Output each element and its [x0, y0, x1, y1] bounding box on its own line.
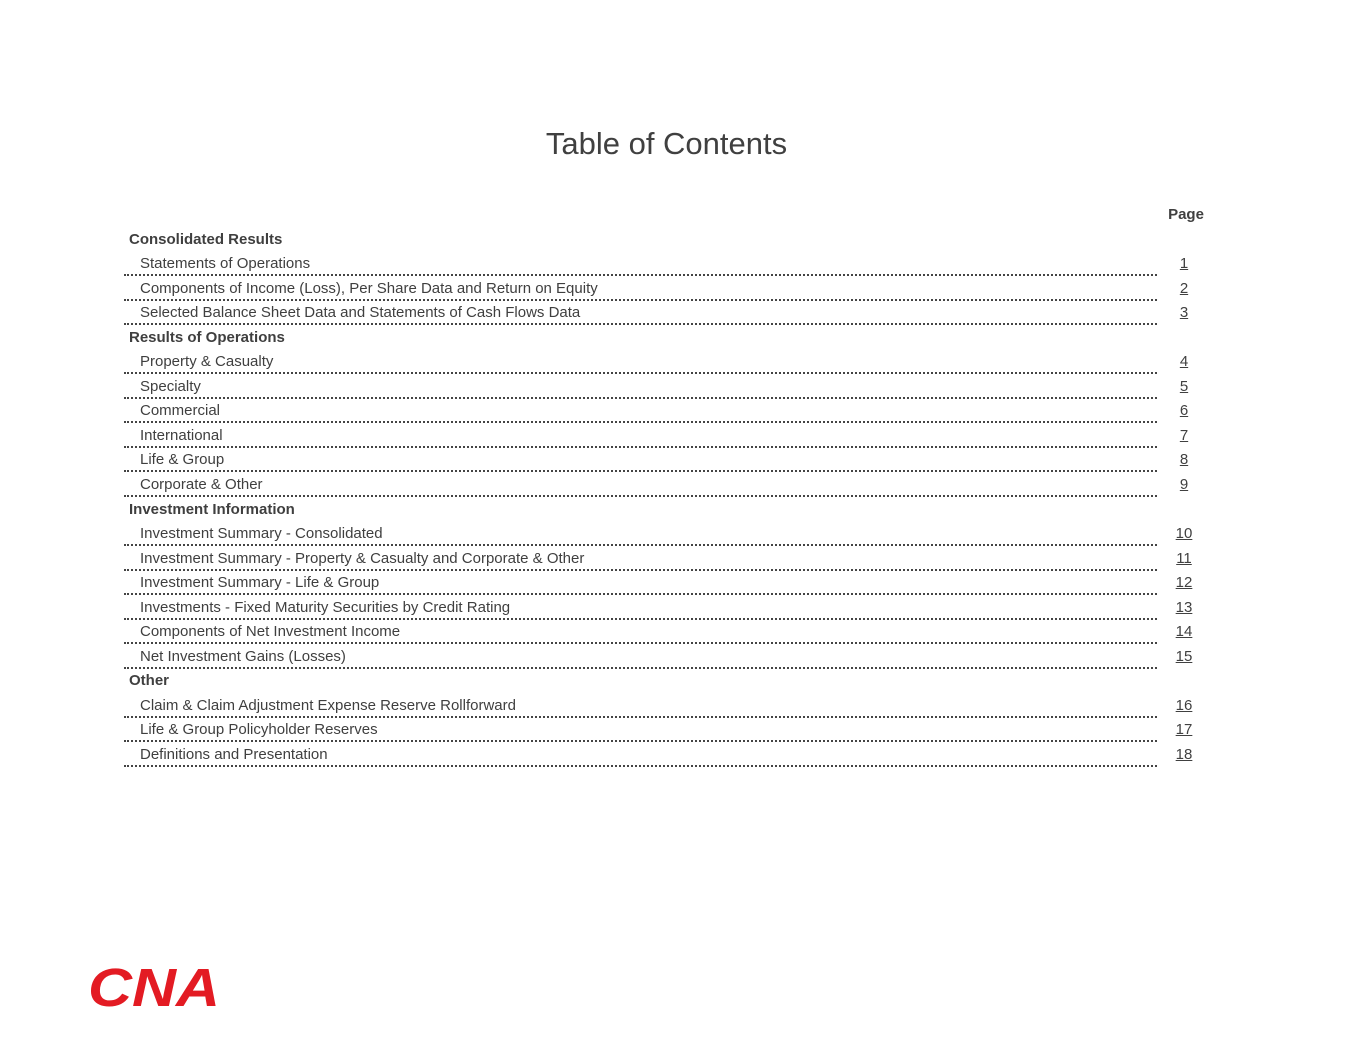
page-link[interactable]: 3 [1179, 304, 1189, 322]
dotted-leader [124, 666, 1157, 669]
page-link[interactable]: 8 [1179, 451, 1189, 469]
page-link[interactable]: 9 [1179, 476, 1189, 494]
entry-label: Specialty [140, 377, 201, 395]
dotted-leader [124, 544, 1157, 547]
entry-label: Statements of Operations [140, 255, 311, 273]
dotted-leader [124, 740, 1157, 743]
section-title: Investment Information [129, 500, 295, 518]
entry-label: Definitions and Presentation [140, 746, 328, 764]
entry-label: Commercial [140, 402, 221, 420]
entry-label: Components of Net Investment Income [140, 623, 401, 641]
toc-entry: Statements of Operations 1 [124, 252, 1214, 277]
entry-label: Life & Group [140, 451, 225, 469]
dotted-leader [124, 495, 1157, 498]
dotted-leader [124, 421, 1157, 424]
dotted-leader [124, 715, 1157, 718]
page-link[interactable]: 11 [1176, 549, 1192, 567]
entry-label: Components of Income (Loss), Per Share D… [140, 279, 598, 297]
page-link[interactable]: 14 [1175, 623, 1193, 641]
dotted-leader [124, 372, 1157, 375]
toc-entry: Corporate & Other 9 [124, 472, 1214, 498]
section-header: Investment Information [124, 497, 1214, 522]
dotted-leader [124, 617, 1157, 620]
entry-label: Investment Summary - Consolidated [140, 525, 383, 543]
entry-label: Life & Group Policyholder Reserves [140, 721, 378, 739]
toc-entry: Investments - Fixed Maturity Securities … [124, 595, 1214, 620]
dotted-leader [124, 593, 1157, 596]
cna-logo: CNA [86, 958, 226, 1018]
toc-entry: Definitions and Presentation 18 [124, 742, 1214, 768]
page-link[interactable]: 1 [1179, 255, 1189, 273]
toc-entry: Investment Summary - Property & Casualty… [124, 546, 1214, 571]
section-header: Other [124, 669, 1214, 694]
toc-entry: Investment Summary - Life & Group 12 [124, 571, 1214, 596]
page-link[interactable]: 12 [1175, 574, 1193, 592]
page-title: Table of Contents [545, 126, 788, 161]
dotted-leader [124, 445, 1157, 448]
toc-entry: Specialty 5 [124, 374, 1214, 399]
page-link[interactable]: 4 [1179, 353, 1189, 371]
dotted-leader [124, 298, 1157, 301]
toc-entry: Property & Casualty 4 [124, 350, 1214, 375]
entry-label: Corporate & Other [140, 476, 263, 494]
entry-label: Property & Casualty [140, 353, 274, 371]
toc-entry: Components of Net Investment Income 14 [124, 620, 1214, 645]
toc-entry: Selected Balance Sheet Data and Statemen… [124, 301, 1214, 326]
dotted-leader [124, 274, 1157, 277]
page-link[interactable]: 10 [1175, 525, 1193, 543]
dotted-leader [124, 470, 1157, 473]
toc-entry: Investment Summary - Consolidated 10 [124, 522, 1214, 547]
entry-label: International [140, 426, 223, 444]
logo-text: CNA [88, 962, 220, 1012]
page-link[interactable]: 5 [1179, 377, 1189, 395]
section-title: Results of Operations [129, 328, 285, 346]
entry-label: Selected Balance Sheet Data and Statemen… [140, 304, 581, 322]
entry-label: Investment Summary - Life & Group [140, 574, 380, 592]
page-link[interactable]: 13 [1175, 598, 1193, 616]
page-link[interactable]: 6 [1179, 402, 1189, 420]
toc-entry: Life & Group 8 [124, 448, 1214, 473]
table-of-contents: Consolidated Results Statements of Operat… [124, 227, 1214, 768]
toc-entry: Components of Income (Loss), Per Share D… [124, 276, 1214, 301]
toc-entry: Life & Group Policyholder Reserves 17 [124, 718, 1214, 743]
section-title: Other [129, 672, 170, 690]
entry-label: Investments - Fixed Maturity Securities … [140, 598, 511, 616]
page-link[interactable]: 18 [1175, 746, 1193, 764]
dotted-leader [124, 642, 1157, 645]
page-column-header: Page [1168, 206, 1204, 223]
entry-label: Claim & Claim Adjustment Expense Reserve… [140, 696, 516, 714]
dotted-leader [124, 568, 1157, 571]
entry-label: Net Investment Gains (Losses) [140, 647, 346, 665]
dotted-leader [124, 396, 1157, 399]
dotted-leader [124, 765, 1157, 768]
toc-entry: Commercial 6 [124, 399, 1214, 424]
page-link[interactable]: 2 [1179, 279, 1189, 297]
page-link[interactable]: 17 [1175, 721, 1193, 739]
entry-label: Investment Summary - Property & Casualty… [140, 549, 585, 567]
page-link[interactable]: 7 [1179, 426, 1189, 444]
dotted-leader [124, 323, 1157, 326]
page-link[interactable]: 15 [1175, 647, 1193, 665]
section-header: Results of Operations [124, 325, 1214, 350]
toc-entry: Net Investment Gains (Losses) 15 [124, 644, 1214, 669]
page-link[interactable]: 16 [1175, 696, 1193, 714]
toc-entry: Claim & Claim Adjustment Expense Reserve… [124, 693, 1214, 718]
toc-entry: International 7 [124, 423, 1214, 448]
section-header: Consolidated Results [124, 227, 1214, 252]
section-title: Consolidated Results [129, 230, 283, 248]
